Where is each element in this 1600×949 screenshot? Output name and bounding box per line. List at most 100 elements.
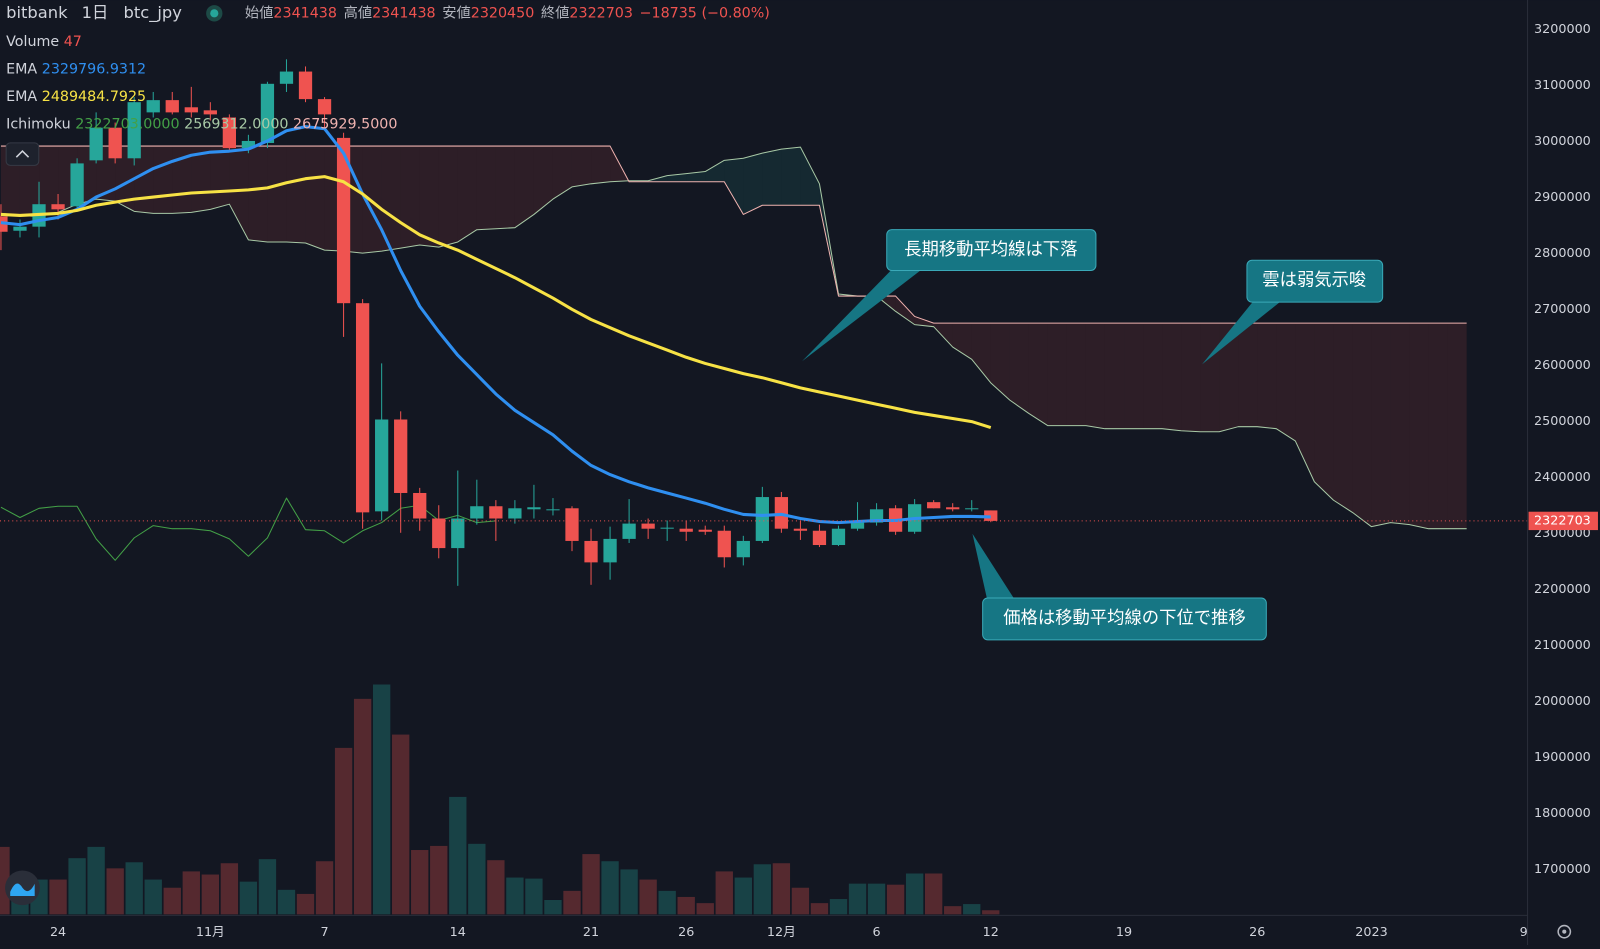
ohlc-label: 始値 — [245, 4, 274, 21]
cloud-fill — [1009, 323, 1029, 414]
x-tick-label: 24 — [50, 925, 66, 940]
cloud-fill — [476, 146, 496, 230]
cloud-fill — [1085, 323, 1105, 429]
ohlc-label: 安値 — [442, 4, 471, 21]
volume-bar — [220, 863, 239, 915]
candle-body — [108, 127, 122, 159]
volume-bar — [68, 858, 86, 915]
candle-body — [413, 492, 427, 519]
callout-box — [982, 597, 1267, 641]
last-price-label: 2322703 — [1534, 513, 1591, 528]
ema-line — [0, 175, 992, 429]
cloud-fill — [1066, 323, 1086, 426]
y-tick-label: 3000000 — [1534, 134, 1591, 149]
ohlc-label: 高値 — [344, 4, 373, 21]
collapse-button[interactable] — [5, 142, 40, 166]
legend-name: Volume — [6, 34, 59, 50]
cloud-fill — [1104, 323, 1125, 429]
y-tick-label: 3200000 — [1534, 22, 1591, 37]
candle-body — [812, 530, 827, 546]
volume-bar — [944, 906, 962, 915]
legend-ema: EMA 2489484.7925 — [6, 89, 146, 105]
cloud-fill — [419, 146, 439, 248]
cloud-fill — [952, 323, 972, 360]
volume-bar — [696, 903, 714, 915]
cloud-fill — [933, 323, 953, 348]
legend-name: EMA — [6, 61, 37, 77]
cloud-fill — [781, 147, 801, 206]
exchange: bitbank — [6, 3, 68, 22]
x-tick-label: 6 — [872, 925, 880, 940]
volume-bar — [658, 890, 676, 915]
candle-body — [451, 518, 465, 549]
legend-name: EMA — [6, 89, 37, 105]
x-tick-label: 12月 — [767, 925, 796, 940]
callout-box — [1246, 259, 1384, 303]
volume-bar — [87, 846, 105, 915]
legend-ema: EMA 2329796.9312 — [6, 61, 146, 77]
last-price-box — [1528, 511, 1598, 531]
volume-bar — [982, 910, 1000, 915]
cloud-fill — [1162, 323, 1182, 431]
cloud-fill — [1200, 323, 1220, 432]
volume-bar — [315, 861, 334, 915]
volume-bar — [715, 871, 733, 915]
cloud-fill — [1333, 323, 1353, 513]
cloud-fill — [667, 173, 687, 182]
candle-body — [51, 204, 65, 210]
cloud-fill — [172, 146, 192, 214]
cloud-fill — [971, 323, 991, 383]
cloud-fill — [743, 153, 763, 215]
volume-bar — [772, 863, 791, 915]
cloud-fill — [1352, 323, 1372, 527]
volume-bar — [334, 747, 353, 915]
cloud-fill — [1028, 323, 1048, 426]
volume-bar — [506, 877, 524, 915]
volume-bar — [563, 890, 581, 915]
cloud-fill — [1047, 323, 1067, 426]
legend: Volume 47 EMA 2329796.9312 EMA 2489484.7… — [5, 34, 397, 166]
candle-body — [317, 99, 332, 115]
candle-body — [203, 110, 217, 115]
cloud-fill — [381, 146, 401, 252]
ohlc-value: 2341438 — [372, 5, 436, 21]
volume-bar — [829, 899, 848, 915]
cloud-fill — [1276, 323, 1296, 441]
candle-body — [584, 540, 598, 563]
candle-body — [127, 102, 141, 159]
cloud-fill — [800, 147, 820, 206]
cloud-fill — [210, 146, 230, 210]
interval: 1日 — [82, 3, 109, 22]
candle-body — [527, 507, 541, 510]
logo[interactable] — [5, 870, 40, 906]
cloud-fill — [400, 146, 420, 249]
y-tick-label: 2700000 — [1534, 302, 1591, 317]
plot-area — [0, 59, 1528, 915]
settings[interactable] — [1557, 924, 1572, 939]
gear-center — [1562, 929, 1567, 934]
x-tick-label: 9 — [1520, 925, 1528, 940]
volume-bar — [372, 684, 391, 915]
candle-body — [622, 523, 636, 539]
cloud-fill — [362, 146, 382, 254]
change: −18735 — [640, 5, 697, 21]
candle-body — [565, 508, 579, 541]
candle-body — [394, 419, 408, 493]
cloud-fill — [1295, 323, 1315, 482]
volume-bar — [924, 873, 943, 915]
cloud-fill — [686, 171, 706, 182]
cloud-fill — [495, 146, 515, 229]
y-tick-label: 3100000 — [1534, 78, 1591, 93]
cloud-fill — [552, 146, 572, 200]
candle-body — [508, 508, 522, 519]
volume-bar — [734, 877, 752, 915]
candle-body — [470, 506, 484, 519]
volume-bar — [601, 861, 619, 915]
candle-body — [146, 100, 160, 113]
x-tick-label: 12 — [983, 925, 999, 940]
cloud-fill — [267, 146, 287, 242]
volume-bar — [848, 883, 867, 915]
legend-value: 2675929.5000 — [293, 117, 397, 133]
y-tick-label: 2000000 — [1534, 694, 1591, 709]
